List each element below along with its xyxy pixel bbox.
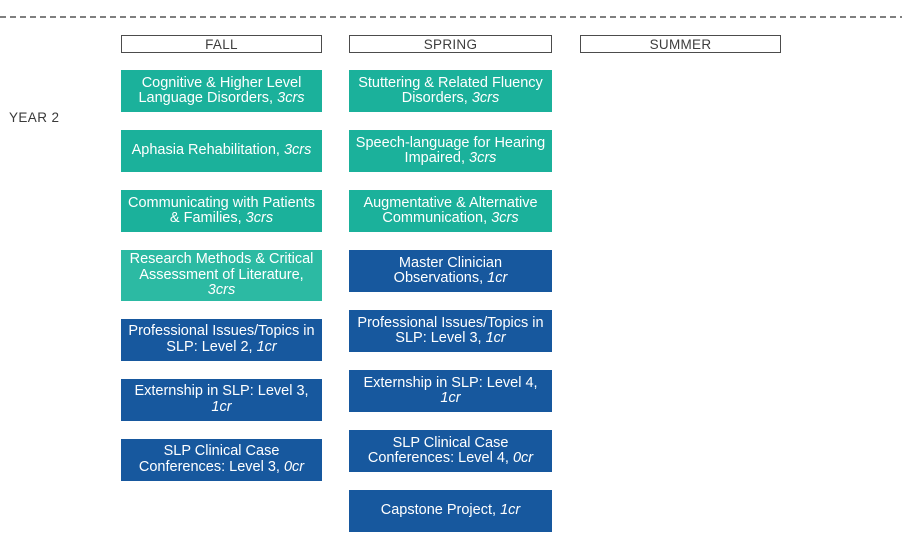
course-name: SLP Clinical Case Conferences: Level 4, — [367, 434, 509, 466]
course-credits: 1cr — [485, 330, 506, 346]
course-name: Capstone Project, — [380, 502, 497, 519]
course-text: Externship in SLP: Level 3, 1cr — [125, 383, 318, 415]
course-box: Stuttering & Related Fluency Disorders, … — [349, 70, 552, 112]
course-box: SLP Clinical Case Conferences: Level 3, … — [121, 438, 322, 481]
course-text: Professional Issues/Topics in SLP: Level… — [353, 314, 548, 347]
course-name: Stuttering & Related Fluency Disorders, — [358, 74, 543, 106]
course-box: Research Methods & Critical Assessment o… — [121, 250, 322, 301]
course-text: Stuttering & Related Fluency Disorders, … — [353, 74, 548, 107]
course-box: Speech-language for Hearing Impaired, 3c… — [349, 130, 552, 172]
course-name: Professional Issues/Topics in SLP: Level… — [128, 323, 315, 355]
course-box: Capstone Project, 1cr — [349, 490, 552, 532]
course-credits: 1cr — [500, 502, 521, 519]
course-credits: 3crs — [277, 90, 305, 106]
course-name: Cognitive & Higher Level Language Disord… — [138, 74, 302, 106]
course-credits: 1cr — [256, 338, 277, 355]
course-text: Speech-language for Hearing Impaired, 3c… — [353, 134, 548, 167]
year-label: YEAR 2 — [9, 110, 60, 125]
course-text: Cognitive & Higher Level Language Disord… — [125, 74, 318, 107]
course-credits: 1cr — [211, 398, 232, 415]
column-summer: SUMMER — [580, 35, 781, 70]
course-name: Speech-language for Hearing Impaired, — [355, 134, 546, 166]
course-credits: 1cr — [487, 270, 508, 286]
course-name: Professional Issues/Topics in SLP: Level… — [357, 314, 544, 346]
course-name: Augmentative & Alternative Communication… — [363, 194, 538, 226]
course-name: Externship in SLP: Level 4, — [363, 374, 538, 391]
course-box: Cognitive & Higher Level Language Disord… — [121, 70, 322, 112]
course-box: SLP Clinical Case Conferences: Level 4, … — [349, 430, 552, 472]
course-box: Master Clinician Observations, 1cr — [349, 250, 552, 292]
course-text: SLP Clinical Case Conferences: Level 3, … — [125, 443, 318, 475]
course-name: Externship in SLP: Level 3, — [134, 383, 309, 399]
season-header-label: FALL — [205, 36, 238, 52]
course-name: SLP Clinical Case Conferences: Level 3, — [138, 443, 280, 475]
course-credits: 3crs — [469, 150, 497, 166]
top-dashed-divider — [0, 16, 902, 18]
season-header-summer: SUMMER — [580, 35, 781, 53]
course-box: Externship in SLP: Level 3, 1cr — [121, 378, 322, 421]
course-text: Capstone Project, 1cr — [353, 503, 548, 519]
course-credits: 3crs — [245, 210, 274, 226]
course-box: Communicating with Patients & Families, … — [121, 190, 322, 232]
course-credits: 3crs — [283, 142, 312, 159]
course-text: Aphasia Rehabilitation, 3crs — [125, 143, 318, 159]
course-box: Professional Issues/Topics in SLP: Level… — [349, 310, 552, 352]
course-credits: 0cr — [512, 450, 534, 466]
course-text: Professional Issues/Topics in SLP: Level… — [125, 323, 318, 355]
course-credits: 1cr — [440, 390, 461, 406]
course-text: SLP Clinical Case Conferences: Level 4, … — [353, 434, 548, 467]
course-name: Master Clinician Observations, — [393, 254, 503, 286]
course-text: Communicating with Patients & Families, … — [125, 194, 318, 227]
course-box: Aphasia Rehabilitation, 3crs — [121, 130, 322, 172]
course-text: Augmentative & Alternative Communication… — [353, 194, 548, 227]
season-header-spring: SPRING — [349, 35, 552, 53]
course-text: Externship in SLP: Level 4, 1cr — [353, 374, 548, 407]
course-box: Externship in SLP: Level 4, 1cr — [349, 370, 552, 412]
column-fall: FALL Cognitive & Higher Level Language D… — [121, 35, 322, 481]
season-header-label: SUMMER — [649, 36, 712, 52]
course-name: Communicating with Patients & Families, — [128, 194, 315, 226]
course-credits: 3crs — [471, 90, 500, 106]
column-spring: SPRING Stuttering & Related Fluency Diso… — [349, 35, 552, 532]
course-name: Aphasia Rehabilitation, — [131, 142, 280, 159]
course-credits: 3crs — [491, 210, 519, 226]
course-text: Master Clinician Observations, 1cr — [353, 254, 548, 287]
course-list-spring: Stuttering & Related Fluency Disorders, … — [349, 70, 552, 532]
season-header-label: SPRING — [423, 36, 478, 52]
course-credits: 0cr — [283, 458, 305, 475]
course-box: Professional Issues/Topics in SLP: Level… — [121, 318, 322, 361]
course-name: Research Methods & Critical Assessment o… — [129, 251, 314, 283]
course-box: Augmentative & Alternative Communication… — [349, 190, 552, 232]
season-header-fall: FALL — [121, 35, 322, 53]
course-credits: 3crs — [207, 282, 236, 298]
course-text: Research Methods & Critical Assessment o… — [125, 251, 318, 299]
course-list-fall: Cognitive & Higher Level Language Disord… — [121, 70, 322, 481]
